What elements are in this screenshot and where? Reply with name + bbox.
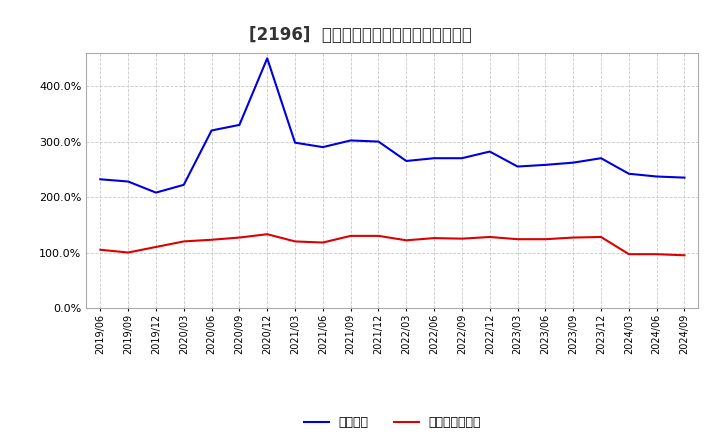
Text: [2196]  固定比率、固定長期適合率の推移: [2196] 固定比率、固定長期適合率の推移: [248, 26, 472, 44]
固定比率: [207, 128, 216, 133]
固定長期適合率: [124, 250, 132, 255]
固定長期適合率: [263, 231, 271, 237]
固定比率: [152, 190, 161, 195]
固定長期適合率: [513, 237, 522, 242]
固定長期適合率: [485, 235, 494, 240]
固定長期適合率: [152, 244, 161, 249]
固定長期適合率: [458, 236, 467, 241]
固定長期適合率: [541, 237, 550, 242]
Line: 固定比率: 固定比率: [100, 59, 685, 193]
固定長期適合率: [652, 252, 661, 257]
固定比率: [374, 139, 383, 144]
固定比率: [485, 149, 494, 154]
固定長期適合率: [291, 239, 300, 244]
固定比率: [458, 156, 467, 161]
固定長期適合率: [374, 233, 383, 238]
固定長期適合率: [179, 239, 188, 244]
固定比率: [291, 140, 300, 145]
固定比率: [680, 175, 689, 180]
固定比率: [513, 164, 522, 169]
固定比率: [263, 56, 271, 61]
固定比率: [624, 171, 633, 176]
固定比率: [569, 160, 577, 165]
固定長期適合率: [207, 237, 216, 242]
固定比率: [235, 122, 243, 128]
固定長期適合率: [346, 233, 355, 238]
固定長期適合率: [624, 252, 633, 257]
固定長期適合率: [569, 235, 577, 240]
固定長期適合率: [680, 253, 689, 258]
固定長期適合率: [402, 238, 410, 243]
固定比率: [179, 182, 188, 187]
固定比率: [402, 158, 410, 164]
固定比率: [346, 138, 355, 143]
固定比率: [597, 156, 606, 161]
固定比率: [430, 156, 438, 161]
固定比率: [96, 176, 104, 182]
固定長期適合率: [430, 235, 438, 241]
固定比率: [318, 144, 327, 150]
固定比率: [652, 174, 661, 179]
固定長期適合率: [235, 235, 243, 240]
固定比率: [541, 162, 550, 168]
固定長期適合率: [597, 235, 606, 240]
Line: 固定長期適合率: 固定長期適合率: [100, 234, 685, 255]
固定比率: [124, 179, 132, 184]
固定長期適合率: [96, 247, 104, 253]
Legend: 固定比率, 固定長期適合率: 固定比率, 固定長期適合率: [299, 411, 486, 434]
固定長期適合率: [318, 240, 327, 245]
